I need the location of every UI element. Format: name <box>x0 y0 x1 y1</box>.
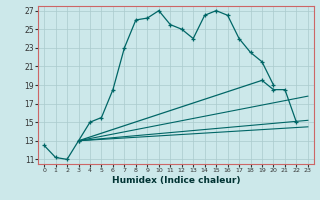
X-axis label: Humidex (Indice chaleur): Humidex (Indice chaleur) <box>112 176 240 185</box>
